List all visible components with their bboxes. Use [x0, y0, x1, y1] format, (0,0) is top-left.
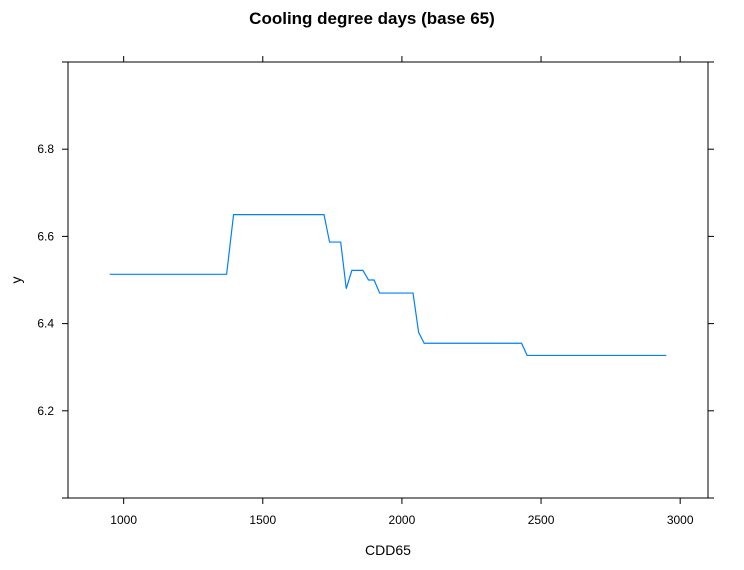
y-axis: 6.2 6.4 6.6 6.8	[37, 61, 714, 499]
plot-frame	[67, 61, 709, 499]
x-tick-label: 2500	[528, 513, 555, 527]
x-axis-label: CDD65	[365, 542, 411, 558]
y-tick-label: 6.4	[37, 317, 54, 331]
chart-title: Cooling degree days (base 65)	[249, 9, 495, 28]
y-tick-label: 6.6	[37, 229, 54, 243]
x-tick-label: 1500	[249, 513, 276, 527]
x-axis: 1000 1500 2000 2500 3000	[110, 56, 694, 527]
x-tick-label: 1000	[110, 513, 137, 527]
y-axis-label: y	[8, 277, 24, 284]
x-tick-label: 2000	[389, 513, 416, 527]
series-line	[109, 214, 667, 357]
x-tick-label: 3000	[667, 513, 694, 527]
y-tick-label: 6.8	[37, 142, 54, 156]
y-tick-label: 6.2	[37, 404, 54, 418]
